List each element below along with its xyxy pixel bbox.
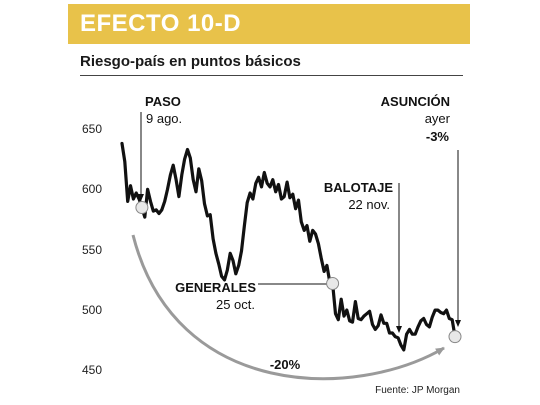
generales-marker (326, 277, 340, 290)
chart-title: Riesgo-país en puntos básicos (80, 53, 301, 70)
paso-date: 9 ago. (146, 111, 182, 126)
asuncion-date: ayer (425, 111, 451, 126)
asuncion-change: -3% (426, 129, 450, 144)
asuncion-label: ASUNCIÓN (381, 94, 450, 109)
source-note: Fuente: JP Morgan (375, 385, 460, 396)
y-tick-label: 550 (82, 243, 102, 257)
change-label: -20% (270, 357, 301, 372)
title-divider (80, 75, 463, 76)
paso-marker (135, 201, 149, 214)
header-title: EFECTO 10-D (80, 10, 242, 37)
paso-label: PASO (145, 94, 181, 109)
y-tick-label: 600 (82, 182, 102, 196)
generales-label: GENERALES (175, 280, 256, 295)
generales-date: 25 oct. (216, 297, 255, 312)
trend-arrow (131, 234, 445, 381)
asuncion-marker (448, 330, 462, 344)
y-tick-label: 500 (82, 303, 102, 317)
chart-panel (68, 4, 470, 400)
header-banner: EFECTO 10-D (68, 4, 470, 44)
y-tick-label: 650 (82, 122, 102, 136)
balotaje-date: 22 nov. (348, 197, 390, 212)
y-tick-label: 450 (82, 363, 102, 377)
riesgo-pais-line (120, 141, 457, 352)
balotaje-label: BALOTAJE (324, 180, 393, 195)
